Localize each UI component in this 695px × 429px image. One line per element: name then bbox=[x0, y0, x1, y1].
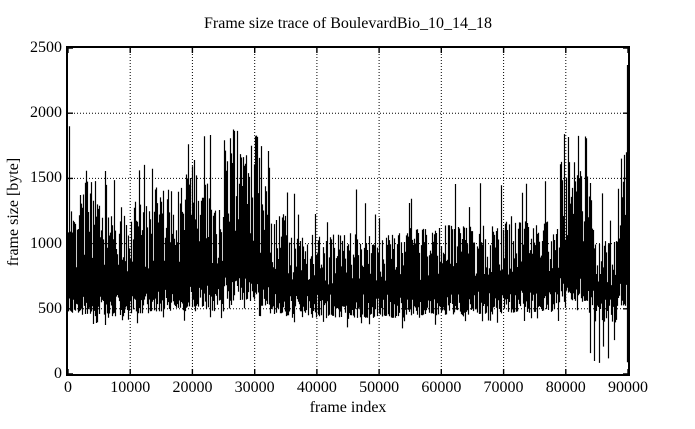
y-axis-label: frame size [byte] bbox=[5, 157, 22, 267]
y-tick-label: 1000 bbox=[30, 234, 62, 252]
y-tick-label: 2500 bbox=[30, 39, 62, 56]
y-tick-label: 0 bbox=[54, 365, 62, 382]
x-tick-label: 70000 bbox=[483, 379, 524, 396]
x-tick-label: 90000 bbox=[608, 379, 648, 396]
x-tick-label: 0 bbox=[64, 379, 72, 396]
x-axis-label: frame index bbox=[309, 399, 387, 416]
trace-path bbox=[67, 65, 629, 363]
y-tick-label: 2000 bbox=[30, 104, 62, 122]
x-tick-label: 80000 bbox=[545, 379, 586, 396]
x-tick-label: 10000 bbox=[110, 379, 151, 396]
y-tick-label: 500 bbox=[38, 299, 62, 317]
x-tick-label: 30000 bbox=[234, 379, 275, 396]
x-tick-label: 50000 bbox=[359, 379, 400, 396]
chart-title: Frame size trace of BoulevardBio_10_14_1… bbox=[204, 15, 492, 32]
plot-border bbox=[66, 46, 630, 376]
x-tick-label: 20000 bbox=[172, 379, 213, 396]
x-tick-label: 40000 bbox=[296, 379, 337, 396]
y-tick-label: 1500 bbox=[30, 169, 62, 187]
x-tick-label: 60000 bbox=[421, 379, 462, 396]
